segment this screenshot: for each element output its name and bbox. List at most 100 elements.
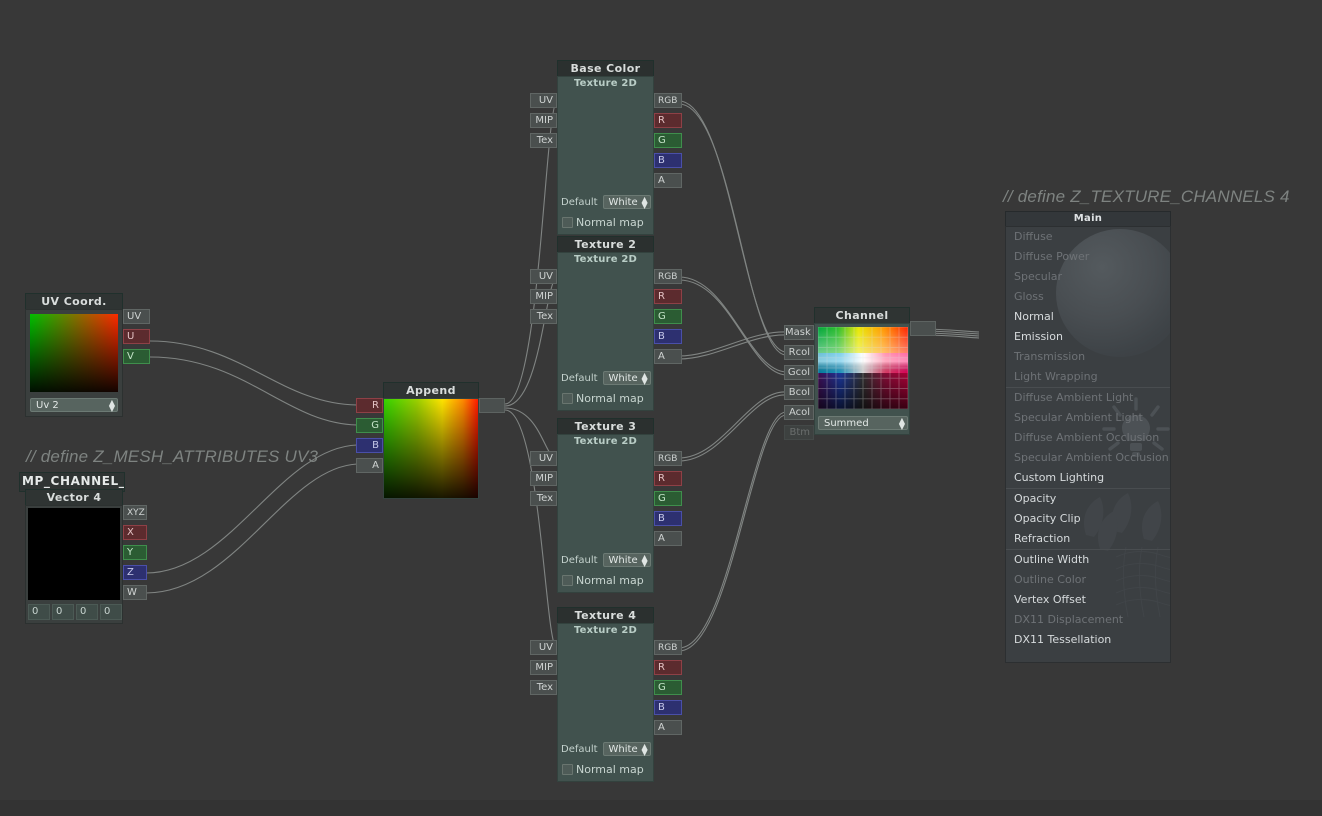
default-texture-dropdown[interactable]: White ▲ ▼	[602, 553, 651, 568]
output-port-xyz[interactable]: XYZ	[123, 505, 147, 520]
main-row-emission[interactable]: Emission	[1006, 327, 1170, 347]
blend-mode-value: Summed	[824, 418, 869, 429]
input-port-r[interactable]: R	[356, 398, 383, 413]
normal-map-row[interactable]: Normal map	[562, 763, 644, 776]
default-texture-dropdown[interactable]: White ▲ ▼	[602, 195, 651, 210]
vector4-field-x[interactable]: 0	[28, 604, 50, 620]
input-port-mip[interactable]: MIP	[530, 471, 557, 486]
node-texture-3[interactable]: Texture 3 Texture 2D Default White ▲ ▼ No…	[530, 418, 682, 593]
output-port-a[interactable]: A	[654, 720, 682, 735]
main-row-diffuse-ambient-occlusion: Diffuse Ambient Occlusion	[1006, 428, 1170, 448]
output-port-b[interactable]: B	[654, 329, 682, 344]
node-uv-coord[interactable]: UV Coord. Uv 2 ▲ ▼ UV U V	[25, 293, 150, 417]
output-port-r[interactable]: R	[654, 471, 682, 486]
output-port-append[interactable]	[479, 398, 505, 413]
input-port-b[interactable]: B	[356, 438, 383, 453]
node-vector-4[interactable]: Vector 4 0 0 0 0 XYZ X Y Z W	[25, 489, 147, 624]
output-port-uv[interactable]: UV	[123, 309, 150, 324]
main-row-vertex-offset[interactable]: Vertex Offset	[1006, 590, 1170, 610]
uv-channel-dropdown[interactable]: Uv 2 ▲ ▼	[30, 398, 118, 413]
main-row-dx11-tessellation[interactable]: DX11 Tessellation	[1006, 630, 1170, 650]
output-port-b[interactable]: B	[654, 700, 682, 715]
input-port-tex[interactable]: Tex	[530, 491, 557, 506]
default-texture-dropdown[interactable]: White ▲ ▼	[602, 371, 651, 386]
input-port-mip[interactable]: MIP	[530, 113, 557, 128]
node-texture-base-color[interactable]: Base Color Texture 2D Default White ▲ ▼ N…	[530, 60, 682, 235]
main-row-custom-lighting[interactable]: Custom Lighting	[1006, 468, 1170, 488]
output-port-b[interactable]: B	[654, 511, 682, 526]
input-port-mip[interactable]: MIP	[530, 289, 557, 304]
normal-map-row[interactable]: Normal map	[562, 574, 644, 587]
output-port-g[interactable]: G	[654, 309, 682, 324]
input-port-mask[interactable]: Mask	[784, 325, 814, 340]
output-port-a[interactable]: A	[654, 531, 682, 546]
input-port-rcol[interactable]: Rcol	[784, 345, 814, 360]
default-label: Default	[561, 372, 598, 384]
comment-mesh-attributes: // define Z_MESH_ATTRIBUTES UV3	[26, 447, 319, 466]
main-row-normal[interactable]: Normal	[1006, 307, 1170, 327]
default-texture-dropdown[interactable]: White ▲ ▼	[602, 742, 651, 757]
node-texture-2[interactable]: Texture 2 Texture 2D Default White ▲ ▼ No…	[530, 236, 682, 411]
normal-map-label: Normal map	[576, 216, 644, 229]
output-port-rgb[interactable]: RGB	[654, 451, 682, 466]
output-port-a[interactable]: A	[654, 349, 682, 364]
input-port-tex[interactable]: Tex	[530, 680, 557, 695]
normal-map-row[interactable]: Normal map	[562, 392, 644, 405]
output-port-v[interactable]: V	[123, 349, 150, 364]
output-port-y[interactable]: Y	[123, 545, 147, 560]
output-port-g[interactable]: G	[654, 680, 682, 695]
input-port-mip[interactable]: MIP	[530, 660, 557, 675]
main-label-emission: Emission	[1014, 330, 1063, 343]
main-row-refraction[interactable]: Refraction	[1006, 529, 1170, 549]
output-port-r[interactable]: R	[654, 289, 682, 304]
chevron-updown-icon: ▲ ▼	[898, 416, 905, 431]
main-label-diffuse-ambient-light: Diffuse Ambient Light	[1014, 391, 1134, 404]
normal-map-row[interactable]: Normal map	[562, 216, 644, 229]
node-main[interactable]: Main	[1005, 211, 1171, 663]
node-append[interactable]: Append R G B A	[356, 382, 505, 499]
output-port-channel-blend[interactable]	[910, 321, 936, 336]
input-port-uv[interactable]: UV	[530, 640, 557, 655]
input-port-tex[interactable]: Tex	[530, 309, 557, 324]
node-texture-4[interactable]: Texture 4 Texture 2D Default White ▲ ▼ No…	[530, 607, 682, 782]
normal-map-checkbox[interactable]	[562, 393, 573, 404]
output-port-rgb[interactable]: RGB	[654, 93, 682, 108]
output-port-z[interactable]: Z	[123, 565, 147, 580]
output-port-b[interactable]: B	[654, 153, 682, 168]
output-port-x[interactable]: X	[123, 525, 147, 540]
main-row-opacity-clip[interactable]: Opacity Clip	[1006, 509, 1170, 529]
normal-map-checkbox[interactable]	[562, 764, 573, 775]
vector4-field-z[interactable]: 0	[76, 604, 98, 620]
output-port-g[interactable]: G	[654, 491, 682, 506]
input-port-a[interactable]: A	[356, 458, 383, 473]
input-port-g[interactable]: G	[356, 418, 383, 433]
main-label-vertex-offset: Vertex Offset	[1014, 593, 1086, 606]
output-port-u[interactable]: U	[123, 329, 150, 344]
vector4-field-w[interactable]: 0	[100, 604, 122, 620]
node-title: Texture 4	[557, 607, 654, 623]
output-port-a[interactable]: A	[654, 173, 682, 188]
output-port-g[interactable]: G	[654, 133, 682, 148]
input-port-gcol[interactable]: Gcol	[784, 365, 814, 380]
output-port-rgb[interactable]: RGB	[654, 269, 682, 284]
input-port-uv[interactable]: UV	[530, 269, 557, 284]
output-port-r[interactable]: R	[654, 113, 682, 128]
input-port-acol[interactable]: Acol	[784, 405, 814, 420]
output-port-r[interactable]: R	[654, 660, 682, 675]
input-port-bcol[interactable]: Bcol	[784, 385, 814, 400]
vector4-field-y[interactable]: 0	[52, 604, 74, 620]
node-channel-blend[interactable]: Channel Blend	[784, 307, 936, 440]
vector4-fields[interactable]: 0 0 0 0	[26, 602, 124, 622]
input-port-uv[interactable]: UV	[530, 93, 557, 108]
chevron-updown-icon: ▲ ▼	[641, 371, 648, 386]
main-row-opacity[interactable]: Opacity	[1006, 488, 1170, 509]
output-port-w[interactable]: W	[123, 585, 147, 600]
normal-map-checkbox[interactable]	[562, 217, 573, 228]
blend-mode-dropdown[interactable]: Summed ▲ ▼	[818, 416, 908, 431]
normal-map-checkbox[interactable]	[562, 575, 573, 586]
main-row-outline-width[interactable]: Outline Width	[1006, 549, 1170, 570]
input-port-uv[interactable]: UV	[530, 451, 557, 466]
output-port-rgb[interactable]: RGB	[654, 640, 682, 655]
input-port-tex[interactable]: Tex	[530, 133, 557, 148]
